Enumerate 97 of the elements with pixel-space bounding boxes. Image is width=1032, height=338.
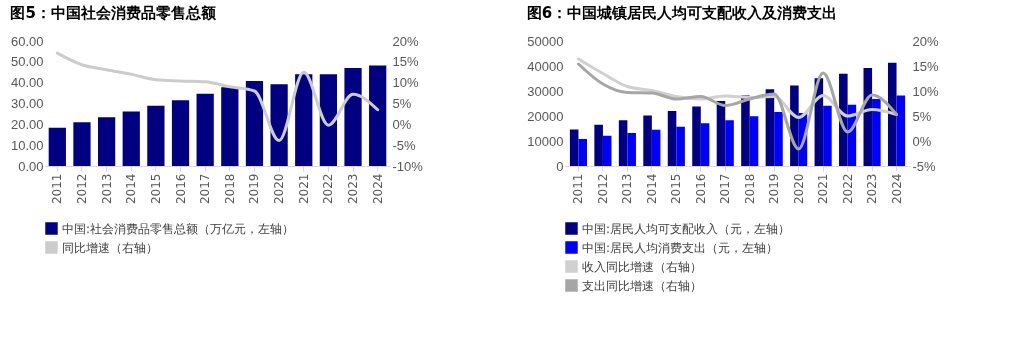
bar bbox=[872, 99, 881, 166]
x-tick-label: 2018 bbox=[222, 173, 237, 205]
legend-label: 中国:社会消费品零售总额（万亿元，左轴） bbox=[62, 221, 295, 236]
y-tick-label: 50.00 bbox=[10, 54, 44, 70]
bar bbox=[594, 124, 603, 166]
bar bbox=[887, 62, 897, 166]
x-tick-label: 2021 bbox=[816, 173, 831, 205]
x-tick-label: 2019 bbox=[247, 173, 262, 205]
y-tick-label: 60.00 bbox=[10, 33, 44, 49]
x-tick-label: 2011 bbox=[50, 173, 65, 205]
x-tick-label: 2012 bbox=[74, 173, 89, 205]
x-tick-label: 2015 bbox=[669, 173, 684, 205]
x-tick-label: 2019 bbox=[767, 173, 782, 205]
bar bbox=[774, 112, 783, 166]
x-tick-label: 2023 bbox=[346, 173, 361, 205]
legend-label: 中国:居民人均消费支出（元，左轴） bbox=[582, 240, 779, 255]
x-tick-label: 2017 bbox=[198, 173, 213, 205]
bar bbox=[122, 111, 140, 166]
bar bbox=[896, 95, 906, 166]
x-tick-label: 2021 bbox=[296, 173, 311, 205]
legend-label: 同比增速（右轴） bbox=[62, 240, 158, 255]
y-tick-label: 0.00 bbox=[18, 158, 44, 174]
bar bbox=[344, 67, 362, 166]
x-tick-label: 2020 bbox=[272, 173, 287, 205]
x-tick-label: 2023 bbox=[865, 173, 880, 205]
bar bbox=[667, 111, 677, 166]
y2-tick-label: 0% bbox=[392, 116, 412, 132]
y-tick-label: 30.00 bbox=[10, 96, 44, 111]
y-tick-label: 50000 bbox=[527, 33, 564, 49]
bar bbox=[618, 120, 628, 166]
x-tick-label: 2014 bbox=[124, 173, 139, 205]
y2-tick-label: 5% bbox=[912, 108, 932, 124]
bar bbox=[369, 65, 387, 166]
x-tick-label: 2014 bbox=[644, 173, 659, 205]
chart-title: 图5：中国社会消费品零售总额 bbox=[10, 4, 217, 22]
bar bbox=[270, 84, 288, 166]
bar bbox=[700, 123, 710, 166]
y2-tick-label: -5% bbox=[912, 158, 937, 174]
bar bbox=[221, 87, 239, 166]
legend-label: 收入同比增速（右轴） bbox=[582, 259, 702, 274]
y-tick-label: 20000 bbox=[527, 108, 564, 124]
x-tick-label: 2020 bbox=[791, 173, 806, 205]
bar bbox=[749, 116, 759, 166]
bar bbox=[245, 81, 264, 166]
bar bbox=[578, 139, 588, 166]
bar bbox=[676, 126, 685, 166]
y-tick-label: 10.00 bbox=[10, 137, 44, 153]
y-tick-label: 20.00 bbox=[10, 116, 44, 132]
y2-tick-label: 0% bbox=[912, 133, 932, 149]
x-tick-label: 2024 bbox=[370, 173, 385, 205]
bar bbox=[643, 115, 652, 166]
bar bbox=[569, 129, 579, 166]
x-tick-label: 2016 bbox=[173, 173, 188, 205]
x-tick-label: 2018 bbox=[742, 173, 757, 205]
bar bbox=[319, 74, 338, 166]
y2-tick-label: -5% bbox=[392, 137, 417, 153]
x-tick-label: 2022 bbox=[840, 173, 855, 205]
y-tick-label: 10000 bbox=[527, 133, 564, 149]
bar bbox=[602, 135, 612, 166]
y-tick-label: 40.00 bbox=[10, 75, 44, 91]
bar bbox=[147, 105, 165, 166]
bar bbox=[48, 127, 66, 166]
chart-title: 图6：中国城镇居民人均可支配收入及消费支出 bbox=[526, 4, 838, 22]
bar bbox=[171, 100, 190, 166]
y2-tick-label: 5% bbox=[392, 96, 412, 111]
legend-label: 支出同比增速（右轴） bbox=[582, 278, 702, 293]
y-tick-label: 40000 bbox=[527, 58, 564, 74]
y2-tick-label: 20% bbox=[392, 33, 419, 49]
bar bbox=[692, 106, 701, 166]
bar bbox=[73, 122, 91, 166]
y2-tick-label: -10% bbox=[392, 158, 424, 174]
bar bbox=[627, 133, 636, 166]
y2-tick-label: 10% bbox=[912, 83, 939, 99]
y-tick-label: 30000 bbox=[527, 83, 564, 99]
line-series bbox=[55, 51, 380, 143]
x-tick-label: 2015 bbox=[148, 173, 163, 205]
x-tick-label: 2012 bbox=[595, 173, 610, 205]
bar bbox=[295, 74, 313, 166]
bar bbox=[823, 105, 832, 166]
line-series bbox=[576, 62, 899, 151]
x-tick-label: 2013 bbox=[620, 173, 635, 205]
bar bbox=[97, 117, 116, 166]
y2-tick-label: 15% bbox=[912, 58, 939, 74]
bar bbox=[651, 129, 661, 166]
y2-tick-label: 20% bbox=[912, 33, 939, 49]
y2-tick-label: 10% bbox=[392, 75, 419, 91]
bar bbox=[196, 93, 214, 166]
x-tick-label: 2016 bbox=[693, 173, 708, 205]
x-tick-label: 2011 bbox=[571, 173, 586, 205]
y-tick-label: 0 bbox=[556, 158, 564, 174]
x-tick-label: 2022 bbox=[321, 173, 336, 205]
x-tick-label: 2024 bbox=[889, 173, 904, 205]
y2-tick-label: 15% bbox=[392, 54, 419, 70]
bar bbox=[725, 120, 734, 166]
x-tick-label: 2013 bbox=[99, 173, 114, 205]
legend-label: 中国:居民人均可支配收入（元，左轴） bbox=[582, 221, 791, 236]
x-tick-label: 2017 bbox=[718, 173, 733, 205]
